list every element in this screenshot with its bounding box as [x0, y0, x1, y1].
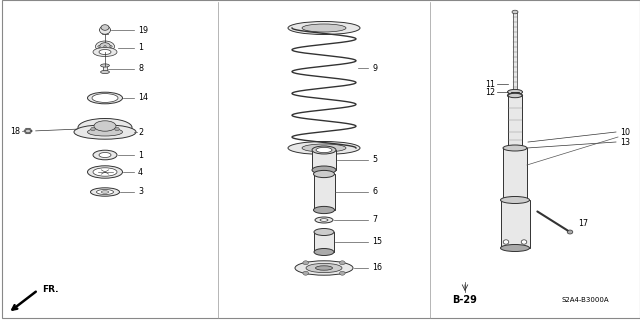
Ellipse shape [90, 188, 120, 196]
Ellipse shape [74, 125, 136, 139]
Text: 14: 14 [138, 93, 148, 102]
Ellipse shape [508, 146, 522, 150]
Ellipse shape [99, 153, 111, 157]
Bar [314, 174, 335, 210]
Text: 13: 13 [620, 138, 630, 147]
Ellipse shape [306, 263, 342, 273]
Ellipse shape [503, 240, 509, 244]
Ellipse shape [26, 129, 31, 133]
Ellipse shape [339, 271, 345, 275]
Ellipse shape [93, 168, 117, 176]
Ellipse shape [115, 127, 119, 131]
Bar [511, 92, 519, 95]
Ellipse shape [303, 261, 308, 265]
Text: B-29: B-29 [452, 295, 477, 305]
Ellipse shape [314, 249, 334, 255]
Ellipse shape [316, 148, 332, 153]
Text: 11: 11 [485, 79, 495, 89]
Text: 6: 6 [372, 188, 377, 196]
Ellipse shape [303, 271, 308, 275]
Ellipse shape [288, 141, 360, 155]
Ellipse shape [88, 166, 122, 178]
Ellipse shape [92, 93, 118, 102]
Bar [513, 12, 517, 92]
Ellipse shape [93, 150, 117, 160]
Bar [500, 200, 529, 248]
Ellipse shape [288, 21, 360, 35]
Text: 9: 9 [372, 63, 377, 73]
Ellipse shape [99, 50, 111, 54]
Ellipse shape [88, 128, 122, 136]
Text: 1: 1 [138, 44, 143, 52]
Text: 7: 7 [372, 215, 377, 225]
Ellipse shape [508, 93, 523, 98]
Ellipse shape [78, 118, 132, 137]
Ellipse shape [567, 230, 573, 234]
Text: 12: 12 [485, 87, 495, 97]
Ellipse shape [302, 24, 346, 32]
Ellipse shape [314, 171, 335, 178]
Bar [314, 232, 334, 252]
Ellipse shape [99, 43, 111, 50]
Ellipse shape [503, 197, 527, 203]
Ellipse shape [503, 145, 527, 151]
Ellipse shape [312, 166, 336, 174]
Ellipse shape [88, 92, 122, 104]
Ellipse shape [312, 146, 336, 154]
Ellipse shape [93, 47, 117, 57]
Polygon shape [24, 128, 32, 133]
Bar [503, 148, 527, 200]
Ellipse shape [99, 26, 111, 34]
Text: 5: 5 [372, 156, 377, 164]
Bar [103, 66, 108, 72]
Ellipse shape [314, 228, 334, 236]
Text: 17: 17 [578, 220, 588, 228]
Text: 1: 1 [138, 150, 143, 159]
Text: 2: 2 [138, 127, 143, 137]
Ellipse shape [512, 10, 518, 14]
Ellipse shape [101, 191, 109, 193]
Ellipse shape [315, 217, 333, 223]
Ellipse shape [98, 45, 100, 47]
Ellipse shape [500, 244, 529, 252]
Ellipse shape [100, 70, 109, 74]
Ellipse shape [104, 45, 106, 47]
Bar [312, 150, 336, 170]
Text: 8: 8 [138, 64, 143, 73]
Ellipse shape [97, 189, 113, 195]
Ellipse shape [100, 64, 109, 67]
Bar [508, 95, 522, 148]
Ellipse shape [110, 45, 112, 47]
Ellipse shape [94, 121, 116, 131]
Text: 15: 15 [372, 237, 382, 246]
Ellipse shape [500, 196, 529, 204]
Ellipse shape [339, 261, 345, 265]
Text: S2A4-B3000A: S2A4-B3000A [561, 297, 609, 303]
Ellipse shape [316, 266, 333, 270]
Text: FR.: FR. [42, 285, 58, 294]
Ellipse shape [508, 93, 522, 98]
Ellipse shape [295, 261, 353, 275]
Text: 10: 10 [620, 127, 630, 137]
Ellipse shape [95, 41, 115, 52]
Ellipse shape [314, 206, 335, 214]
Text: 3: 3 [138, 188, 143, 196]
Text: 19: 19 [138, 26, 148, 35]
Ellipse shape [302, 144, 346, 152]
Ellipse shape [521, 240, 527, 244]
Ellipse shape [95, 95, 115, 101]
Text: 4: 4 [138, 167, 143, 177]
Ellipse shape [91, 127, 95, 131]
Ellipse shape [101, 25, 109, 30]
Text: 18: 18 [10, 126, 20, 135]
Ellipse shape [508, 89, 522, 95]
Ellipse shape [320, 219, 328, 221]
Text: 16: 16 [372, 263, 382, 273]
